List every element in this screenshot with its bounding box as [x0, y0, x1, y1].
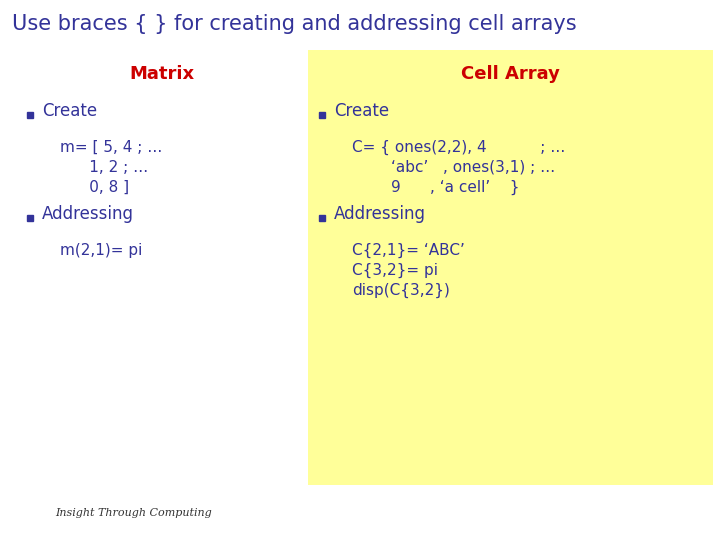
- Text: C{3,2}= pi: C{3,2}= pi: [352, 263, 438, 278]
- Text: Create: Create: [334, 102, 389, 120]
- Text: m(2,1)= pi: m(2,1)= pi: [60, 243, 143, 258]
- Text: m= [ 5, 4 ; …: m= [ 5, 4 ; …: [60, 140, 163, 155]
- Text: Addressing: Addressing: [334, 205, 426, 223]
- Text: Insight Through Computing: Insight Through Computing: [55, 508, 212, 518]
- Text: Addressing: Addressing: [42, 205, 134, 223]
- Text: 9      , ‘a cell’    }: 9 , ‘a cell’ }: [352, 180, 520, 195]
- Text: ‘abc’   , ones(3,1) ; …: ‘abc’ , ones(3,1) ; …: [352, 160, 555, 175]
- Text: Create: Create: [42, 102, 97, 120]
- Text: C{2,1}= ‘ABC’: C{2,1}= ‘ABC’: [352, 243, 465, 258]
- Text: 0, 8 ]: 0, 8 ]: [60, 180, 129, 195]
- Text: Use braces { } for creating and addressing cell arrays: Use braces { } for creating and addressi…: [12, 14, 577, 34]
- Text: 1, 2 ; …: 1, 2 ; …: [60, 160, 148, 175]
- Text: Matrix: Matrix: [130, 65, 194, 83]
- Text: disp(C{3,2}): disp(C{3,2}): [352, 283, 450, 298]
- Text: Cell Array: Cell Array: [461, 65, 559, 83]
- Bar: [308, 50, 713, 485]
- Text: C= { ones(2,2), 4           ; …: C= { ones(2,2), 4 ; …: [352, 140, 565, 155]
